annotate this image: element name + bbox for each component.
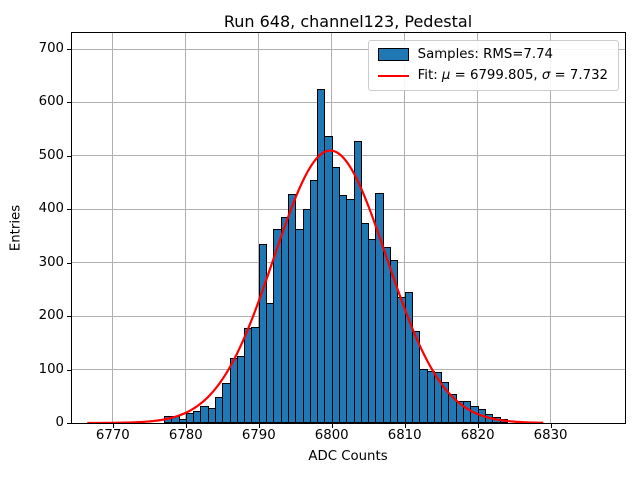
x-tick-label: 6820: [460, 428, 495, 443]
x-tick-label: 6790: [241, 428, 276, 443]
x-gridline: [258, 33, 260, 423]
x-tick-mark: [112, 424, 114, 428]
fit-line-swatch: [377, 74, 409, 77]
x-tick-label: 6810: [387, 428, 422, 443]
x-gridline: [550, 33, 552, 423]
x-gridline: [477, 33, 479, 423]
x-tick-mark: [258, 424, 260, 428]
x-tick-mark: [185, 424, 187, 428]
y-tick-mark: [67, 316, 71, 318]
legend-samples-label: Samples: RMS=7.74: [417, 47, 554, 62]
x-tick-label: 6780: [168, 428, 203, 443]
legend-fit-label: Fit: μ = 6799.805, σ = 7.732: [417, 68, 608, 83]
y-tick-label: 400: [38, 201, 64, 217]
x-tick-label: 6770: [95, 428, 130, 443]
y-gridline: [72, 101, 625, 103]
y-tick-label: 700: [38, 41, 64, 57]
y-tick-label: 0: [55, 415, 64, 430]
x-tick-mark: [477, 424, 479, 428]
y-tick-label: 200: [38, 308, 64, 324]
x-tick-label: 6800: [314, 428, 349, 443]
y-tick-mark: [67, 209, 71, 211]
legend-entry-fit: Fit: μ = 6799.805, σ = 7.732: [377, 68, 608, 83]
y-tick-label: 500: [38, 147, 64, 163]
x-axis-label: ADC Counts: [308, 449, 388, 464]
gaussian-fit-curve: [87, 149, 544, 423]
y-tick-mark: [67, 369, 71, 371]
y-gridline: [72, 155, 625, 157]
x-gridline: [185, 33, 187, 423]
x-tick-mark: [550, 424, 552, 428]
legend-entry-samples: Samples: RMS=7.74: [377, 47, 608, 62]
plot-area: Samples: RMS=7.74 Fit: μ = 6799.805, σ =…: [71, 32, 626, 424]
x-tick-label: 6830: [533, 428, 568, 443]
y-tick-mark: [67, 423, 71, 424]
histogram-swatch: [377, 48, 409, 61]
y-tick-mark: [67, 49, 71, 51]
y-tick-label: 600: [38, 94, 64, 110]
x-tick-mark: [331, 424, 333, 428]
chart-title: Run 648, channel123, Pedestal: [223, 12, 473, 31]
x-gridline: [404, 33, 406, 423]
legend: Samples: RMS=7.74 Fit: μ = 6799.805, σ =…: [367, 40, 619, 91]
y-tick-mark: [67, 262, 71, 264]
y-tick-mark: [67, 102, 71, 104]
x-tick-mark: [404, 424, 406, 428]
y-tick-label: 300: [38, 254, 64, 270]
x-gridline: [112, 33, 114, 423]
y-tick-mark: [67, 155, 71, 157]
y-tick-label: 100: [38, 361, 64, 377]
y-gridline: [72, 48, 625, 50]
